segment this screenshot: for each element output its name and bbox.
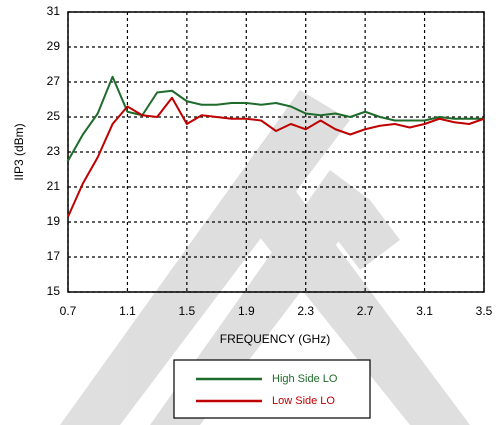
y-tick-label: 17	[47, 249, 61, 263]
plot-frame	[67, 11, 485, 293]
x-tick-label: 3.5	[476, 304, 493, 318]
y-tick-label: 19	[47, 214, 61, 228]
y-tick-label: 21	[47, 179, 61, 193]
x-tick-label: 1.5	[179, 304, 196, 318]
x-tick-label: 2.3	[297, 304, 314, 318]
y-tick-label: 15	[47, 284, 61, 298]
series-line	[67, 75, 484, 162]
y-tick-label: 31	[47, 4, 61, 18]
y-tick-label: 27	[47, 74, 61, 88]
legend-label: Low Side LO	[272, 395, 335, 407]
x-tick-label: 0.7	[60, 304, 77, 318]
legend-label: High Side LO	[272, 373, 338, 385]
series-line	[67, 96, 485, 218]
x-axis-label: FREQUENCY (GHz)	[220, 332, 330, 346]
x-tick-label: 1.9	[238, 304, 255, 318]
y-tick-label: 23	[47, 144, 61, 158]
x-tick-label: 3.1	[416, 304, 433, 318]
y-axis-label: IIP3 (dBm)	[12, 123, 26, 180]
legend-box	[173, 359, 371, 419]
y-tick-label: 25	[47, 109, 61, 123]
x-tick-label: 2.7	[357, 304, 374, 318]
x-tick-label: 1.1	[119, 304, 136, 318]
y-tick-label: 29	[47, 39, 61, 53]
